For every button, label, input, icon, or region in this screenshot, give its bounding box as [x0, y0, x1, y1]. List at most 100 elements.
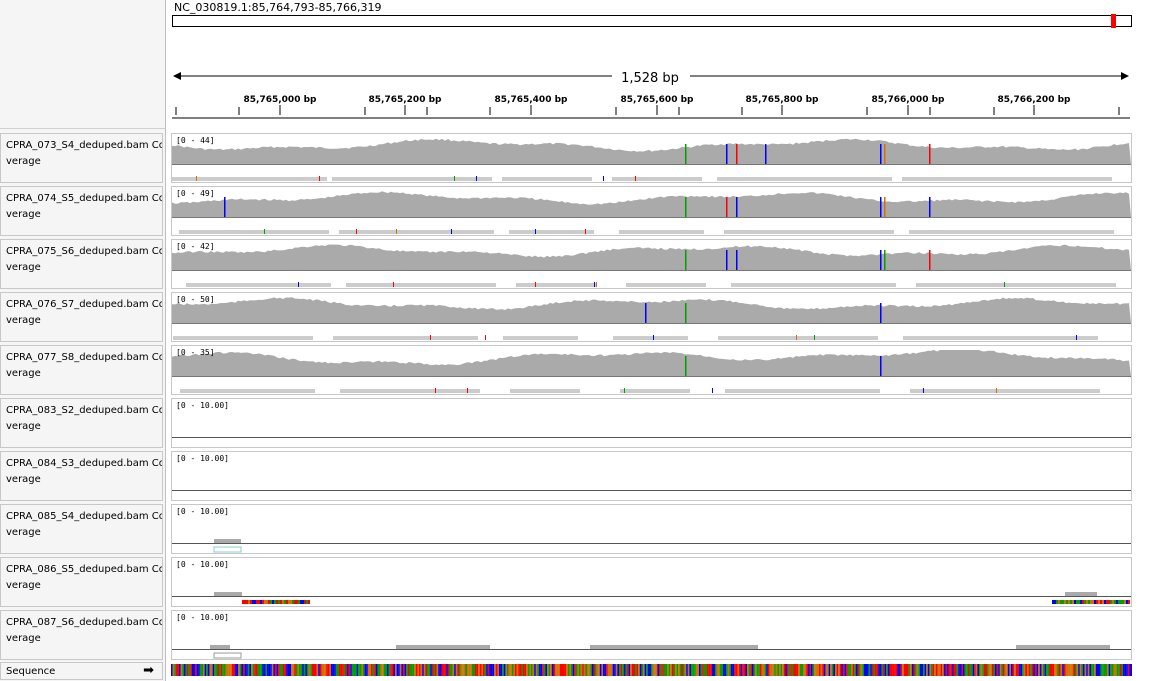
coverage-track[interactable]: [0 - 10.00] — [171, 398, 1132, 448]
sequence-base — [857, 664, 860, 676]
coverage-track[interactable]: [0 - 42] — [171, 239, 1132, 289]
coverage-track[interactable]: [0 - 50] — [171, 292, 1132, 342]
read-segment — [619, 230, 704, 234]
sequence-base — [393, 664, 396, 676]
ruler[interactable]: 1,528 bp 85,765,000 bp 85,765,200 bp 85,76… — [172, 60, 1132, 126]
track-row[interactable]: CPRA_085_S4_deduped.bam Co verage [0 - 10.… — [0, 504, 1150, 554]
sequence-base — [1049, 664, 1052, 676]
sequence-base — [491, 664, 493, 676]
coverage-track[interactable]: [0 - 10.00] — [171, 504, 1132, 554]
coverage-track[interactable]: [0 - 10.00] — [171, 557, 1132, 607]
sequence-base — [1043, 664, 1045, 676]
track-row[interactable]: CPRA_073_S4_deduped.bam Co verage [0 - 44] — [0, 133, 1150, 183]
data-range-label: [0 - 10.00] — [176, 401, 229, 410]
sequence-base — [214, 664, 216, 676]
track-name[interactable]: CPRA_076_S7_deduped.bam Co verage — [0, 292, 163, 342]
chromosome-ideogram[interactable] — [172, 14, 1132, 28]
read-base — [1084, 600, 1086, 604]
read-base — [1120, 600, 1122, 604]
track-row[interactable]: CPRA_084_S3_deduped.bam Co verage [0 - 10.… — [0, 451, 1150, 501]
sequence-base — [326, 664, 328, 676]
coverage-track[interactable]: [0 - 49] — [171, 186, 1132, 236]
sequence-base — [548, 664, 551, 676]
track-name[interactable]: CPRA_083_S2_deduped.bam Co verage — [0, 398, 163, 448]
track-name[interactable]: CPRA_077_S8_deduped.bam Co verage — [0, 345, 163, 395]
read-base — [1070, 600, 1072, 604]
read-mismatch-tick — [653, 335, 654, 340]
track-row[interactable]: CPRA_075_S6_deduped.bam Co verage [0 - 42] — [0, 239, 1150, 289]
panel-divider[interactable] — [165, 0, 166, 681]
sequence-base — [243, 664, 245, 676]
track-name[interactable]: CPRA_074_S5_deduped.bam Co verage — [0, 186, 163, 236]
sequence-base — [561, 664, 564, 676]
sequence-base — [790, 664, 792, 676]
track-row[interactable]: CPRA_076_S7_deduped.bam Co verage [0 - 50] — [0, 292, 1150, 342]
sequence-base — [444, 664, 447, 676]
coverage-track[interactable]: [0 - 35] — [171, 345, 1132, 395]
track-row[interactable]: CPRA_074_S5_deduped.bam Co verage [0 - 49] — [0, 186, 1150, 236]
coverage-track[interactable]: [0 - 44] — [171, 133, 1132, 183]
sequence-base — [924, 664, 927, 676]
sequence-base — [935, 664, 938, 676]
sequence-base — [742, 664, 744, 676]
sequence-base — [859, 664, 861, 676]
sequence-base — [198, 664, 200, 676]
track-row[interactable]: CPRA_077_S8_deduped.bam Co verage [0 - 35] — [0, 345, 1150, 395]
sequence-base — [692, 664, 695, 676]
sequence-base — [270, 664, 272, 676]
sequence-track-name[interactable]: Sequence ➡ — [0, 662, 163, 680]
track-name[interactable]: CPRA_075_S6_deduped.bam Co verage — [0, 239, 163, 289]
track-name[interactable]: CPRA_073_S4_deduped.bam Co verage — [0, 133, 163, 183]
sequence-base — [707, 664, 709, 676]
coverage-area — [172, 297, 1131, 323]
coverage-block — [214, 592, 242, 596]
sequence-base — [1102, 664, 1104, 676]
read-segment — [339, 230, 494, 234]
sequence-base — [212, 664, 215, 676]
sequence-base — [406, 664, 408, 676]
read-segment — [340, 389, 480, 393]
track-row[interactable]: CPRA_083_S2_deduped.bam Co verage [0 - 10.… — [0, 398, 1150, 448]
mismatch-bar — [880, 197, 882, 217]
sequence-base — [201, 664, 204, 676]
sequence-base — [297, 664, 300, 676]
track-name[interactable]: CPRA_085_S4_deduped.bam Co verage — [0, 504, 163, 554]
mismatch-bar — [736, 250, 738, 270]
sequence-base — [780, 664, 783, 676]
read-base — [272, 600, 274, 604]
sequence-base — [358, 664, 360, 676]
sequence-base — [508, 664, 511, 676]
track-name[interactable]: CPRA_084_S3_deduped.bam Co verage — [0, 451, 163, 501]
sequence-base — [1078, 664, 1080, 676]
sequence-base — [483, 664, 485, 676]
sequence-track[interactable] — [171, 664, 1132, 676]
sequence-base — [486, 664, 488, 676]
sequence-base — [574, 664, 576, 676]
track-name[interactable]: CPRA_087_S6_deduped.bam Co verage — [0, 610, 163, 660]
sequence-base — [819, 664, 821, 676]
sequence-base — [502, 664, 504, 676]
sequence-base — [799, 664, 802, 676]
sequence-base — [705, 664, 708, 676]
sequence-base — [511, 664, 514, 676]
coverage-track[interactable]: [0 - 10.00] — [171, 610, 1132, 660]
sequence-base — [558, 664, 560, 676]
sequence-base — [590, 664, 592, 676]
track-name[interactable]: CPRA_086_S5_deduped.bam Co verage — [0, 557, 163, 607]
sequence-base — [497, 664, 500, 676]
read-base — [1116, 600, 1118, 604]
data-range-label: [0 - 49] — [176, 189, 215, 198]
sequence-base — [348, 664, 351, 676]
sequence-base — [732, 664, 735, 676]
coverage-plot — [172, 490, 1131, 491]
track-row[interactable]: CPRA_087_S6_deduped.bam Co verage [0 - 10.… — [0, 610, 1150, 660]
strand-arrow-icon[interactable]: ➡ — [143, 663, 154, 678]
sequence-base — [492, 664, 495, 676]
sequence-base — [599, 664, 602, 676]
sequence-base — [327, 664, 330, 676]
coverage-track[interactable]: [0 - 10.00] — [171, 451, 1132, 501]
read-segment — [346, 283, 496, 287]
track-row[interactable]: CPRA_086_S5_deduped.bam Co verage [0 - 10.… — [0, 557, 1150, 607]
sequence-base — [1119, 664, 1122, 676]
sequence-base — [617, 664, 620, 676]
